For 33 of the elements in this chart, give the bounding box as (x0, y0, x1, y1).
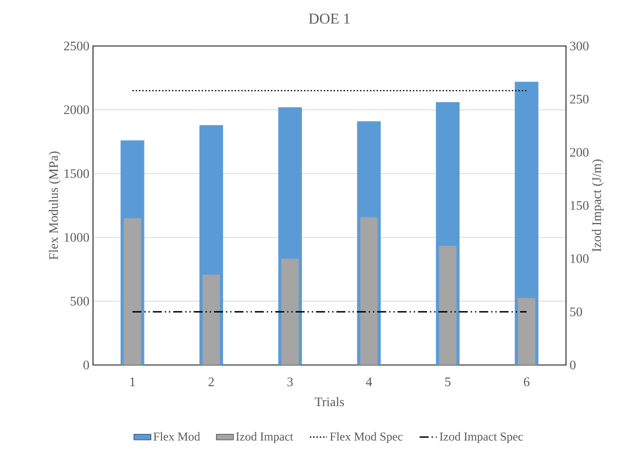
x-axis-title: Trials (314, 397, 344, 406)
bar (360, 217, 378, 365)
y2-tick-label: 150 (570, 201, 589, 210)
y-tick-label: 2000 (64, 105, 89, 114)
y-tick-label: 2500 (64, 42, 89, 50)
bar (124, 218, 142, 365)
x-tick-label: 2 (208, 378, 214, 386)
y2-axis-title: Izod Impact (J/m) (592, 159, 604, 252)
y2-tick-label: 200 (570, 148, 589, 157)
legend-label: Izod Impact (236, 432, 294, 444)
x-tick-label: 6 (524, 378, 530, 386)
y-tick-label: 1000 (64, 233, 89, 242)
bar (281, 258, 299, 365)
y-axis-title: Flex Modulus (MPa) (48, 152, 61, 260)
y2-tick-label: 300 (570, 42, 589, 50)
y2-tick-label: 50 (570, 307, 582, 316)
y-tick-label: 0 (83, 360, 89, 370)
bar (202, 274, 220, 365)
y-tick-label: 1500 (64, 169, 89, 178)
legend-label: Flex Mod Spec (330, 432, 403, 444)
x-tick-label: 1 (130, 378, 135, 386)
x-tick-label: 3 (287, 378, 293, 386)
y2-tick-label: 0 (570, 360, 576, 370)
x-tick-label: 4 (366, 378, 372, 386)
y2-tick-label: 250 (570, 94, 589, 104)
y-tick-label: 500 (70, 296, 89, 306)
bar (518, 298, 536, 365)
legend-label: Flex Mod (154, 432, 200, 441)
y2-tick-label: 100 (570, 254, 589, 264)
bar (439, 246, 456, 365)
x-tick-label: 5 (445, 378, 450, 386)
chart-title: DOE 1 (308, 14, 350, 24)
legend-label: Izod Impact Spec (440, 432, 523, 444)
